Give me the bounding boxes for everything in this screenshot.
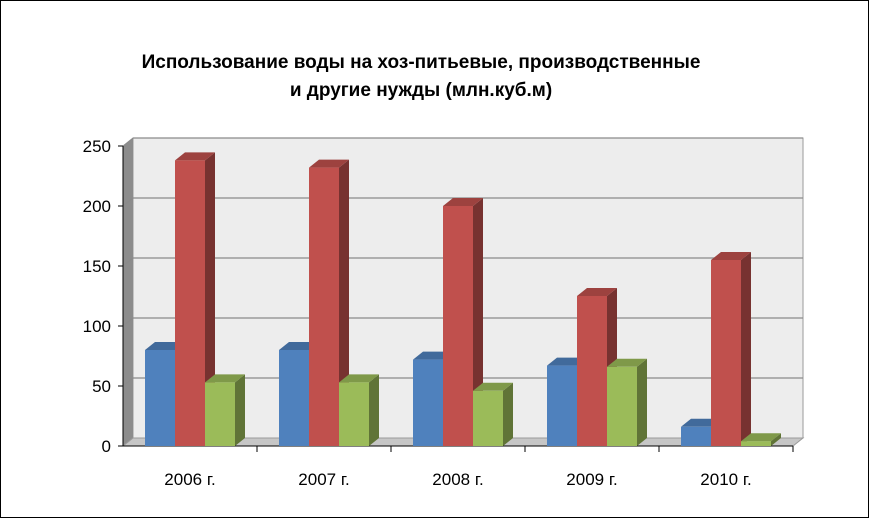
gridline-side — [122, 197, 134, 207]
side-wall — [123, 138, 133, 446]
bar-top — [309, 159, 349, 168]
x-tick-label: 2010 г. — [700, 470, 751, 489]
bar — [309, 167, 339, 446]
bar — [473, 390, 503, 446]
bar-side — [369, 374, 379, 446]
x-tick-label: 2009 г. — [566, 470, 617, 489]
bar — [279, 350, 309, 446]
gridline-side — [122, 137, 134, 147]
y-tick-label: 50 — [92, 377, 111, 396]
bar-top — [577, 288, 617, 296]
y-tick-label: 100 — [83, 317, 111, 336]
bar — [413, 359, 443, 446]
bar — [681, 426, 711, 446]
bar-side — [771, 433, 781, 446]
bar-top — [175, 152, 215, 161]
bar — [339, 382, 369, 446]
bar — [607, 366, 637, 446]
bar-top — [741, 433, 781, 442]
bar-top — [607, 358, 647, 367]
bar-top — [473, 382, 513, 391]
bar-top — [711, 252, 751, 260]
chart-title: Использование воды на хоз-питьевые, прои… — [141, 52, 701, 101]
bar-top — [339, 374, 379, 383]
bar — [175, 160, 205, 446]
bar-top — [205, 374, 245, 383]
bar — [145, 350, 175, 446]
bar-side — [637, 358, 647, 446]
x-tick-label: 2006 г. — [164, 470, 215, 489]
x-tick-label: 2008 г. — [432, 470, 483, 489]
bar — [547, 365, 577, 446]
bar — [577, 296, 607, 446]
x-tick-label: 2007 г. — [298, 470, 349, 489]
y-tick-label: 250 — [83, 137, 111, 156]
bar-side — [235, 374, 245, 446]
gridline-side — [122, 257, 134, 267]
bar-side — [473, 198, 483, 446]
bar — [443, 206, 473, 446]
bar — [205, 382, 235, 446]
bar-side — [205, 152, 215, 446]
bar — [711, 260, 741, 446]
y-tick-label: 200 — [83, 197, 111, 216]
bar-side — [339, 159, 349, 446]
y-tick-label: 150 — [83, 257, 111, 276]
gridline-side — [122, 377, 134, 387]
bar-side — [503, 382, 513, 446]
y-tick-label: 0 — [102, 437, 111, 456]
gridline-side — [122, 317, 134, 327]
bar — [741, 441, 771, 446]
bar-side — [741, 252, 751, 446]
bar-top — [443, 198, 483, 206]
